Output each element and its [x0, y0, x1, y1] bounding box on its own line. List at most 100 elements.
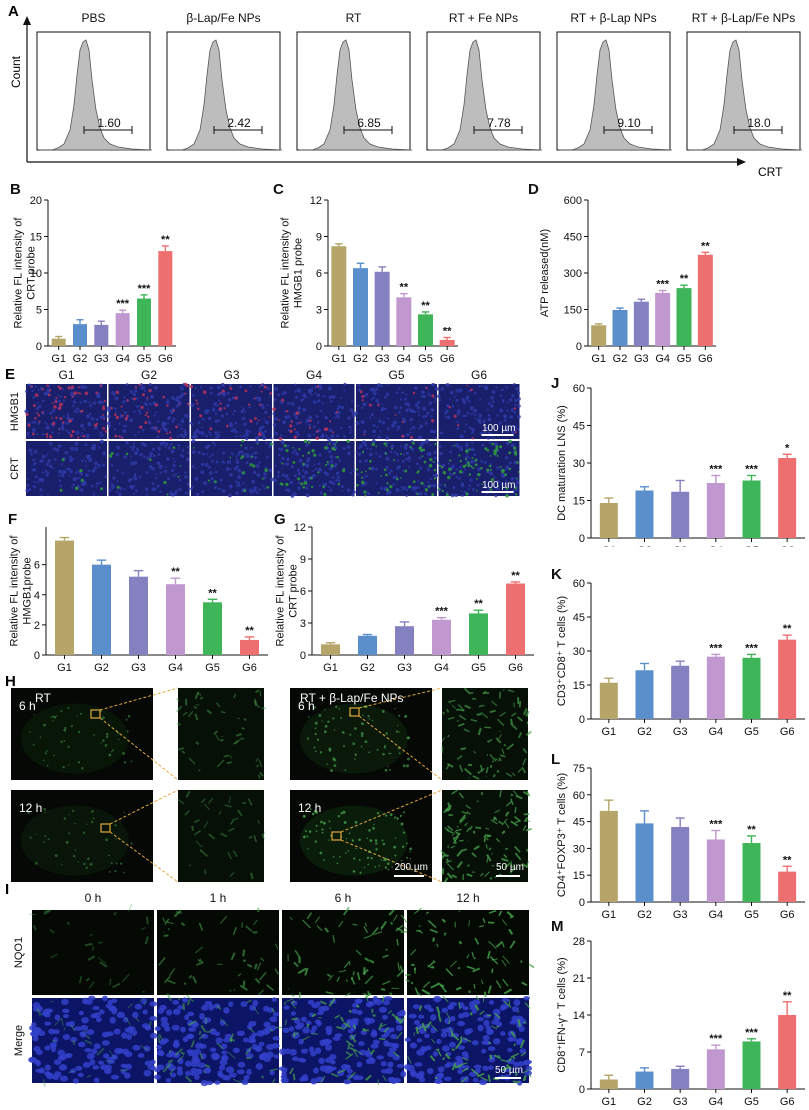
x-tick-label: G1 [601, 909, 616, 921]
x-tick-label: G6 [780, 1096, 795, 1108]
x-tick-label: G6 [508, 662, 523, 673]
y-tick-label: 12 [310, 195, 322, 207]
panel-h-right-title: RT + β-Lap/Fe NPs [300, 691, 404, 705]
significance-label: *** [656, 279, 670, 291]
x-tick-label: G1 [601, 1096, 616, 1108]
significance-label: ** [421, 300, 430, 312]
bar-g6 [240, 639, 259, 655]
bar-g6 [697, 254, 713, 346]
y-axis-label: Relative FL intensity of [13, 217, 25, 329]
y-tick-label: 9 [300, 554, 306, 566]
bar-g5 [676, 288, 692, 346]
x-tick-label: G2 [637, 1096, 652, 1108]
x-tick-label: G1 [323, 662, 338, 673]
zoom-connector [358, 687, 443, 709]
y-tick-label: 28 [573, 936, 585, 948]
x-tick-label: G5 [744, 909, 759, 921]
significance-label: ** [208, 587, 217, 599]
bar-g2 [92, 564, 111, 655]
x-tick-label: G3 [375, 353, 390, 365]
y-tick-label: 45 [573, 817, 585, 829]
x-tick-label: G2 [637, 726, 652, 738]
x-tick-label: G1 [331, 353, 346, 365]
panel-h-tissue-images: H 6 h 6 h 12 h 12 h RT RT + β-Lap/Fe NPs 200 µ… [5, 673, 532, 882]
count-axis-label: Count [9, 55, 23, 88]
x-tick-label: G1 [57, 662, 72, 673]
significance-label: ** [783, 854, 792, 866]
panel-e-column-label: G6 [471, 368, 487, 382]
bar-g6 [506, 583, 525, 655]
bar-g6 [778, 458, 797, 538]
histogram-gate-value: 7.78 [487, 116, 511, 130]
bar-g6 [439, 339, 455, 346]
panel-i-column-label: 0 h [85, 891, 102, 905]
bar-g4 [706, 483, 725, 538]
significance-label: ** [161, 234, 170, 246]
y-tick-label: 60 [573, 790, 585, 802]
bar-g4 [706, 1049, 725, 1089]
y-axis-label: CD4⁺FOXP3⁺ T cells (%) [556, 773, 568, 897]
x-tick-label: G5 [471, 662, 486, 673]
significance-label: *** [745, 464, 759, 476]
bar-g5 [742, 657, 761, 719]
bar-g3 [129, 576, 148, 655]
y-axis-label: Relative FL intensity of [280, 217, 292, 329]
bar-g5 [742, 480, 761, 538]
panel-e-tile [106, 382, 190, 440]
x-tick-label: G4 [168, 662, 183, 673]
panel-i-nqo1-tile [157, 907, 280, 996]
y-tick-label: 2 [34, 620, 40, 632]
histogram-gate-value: 18.0 [747, 116, 771, 130]
y-axis-label: CD8⁺IFN-γ⁺ T cells (%) [556, 957, 568, 1072]
y-tick-label: 450 [564, 232, 582, 244]
panel-i-column-label: 12 h [456, 891, 479, 905]
bar-g6 [778, 1015, 797, 1089]
panel-e-row-label: CRT [9, 457, 21, 480]
x-tick-label: G6 [780, 726, 795, 738]
y-tick-label: 6 [316, 268, 322, 280]
histogram-gate-value: 2.42 [227, 116, 251, 130]
bar-g2 [73, 324, 87, 346]
x-tick-label: G6 [780, 909, 795, 921]
y-tick-label: 60 [573, 383, 585, 395]
y-tick-label: 0 [576, 341, 582, 353]
panel-i-nqo1-tile [28, 903, 154, 995]
x-tick-label: G2 [94, 662, 109, 673]
panel-e-column-label: G2 [141, 368, 157, 382]
x-tick-label: G1 [591, 353, 606, 365]
y-tick-label: 21 [573, 973, 585, 985]
x-tick-label: G2 [360, 662, 375, 673]
panel-i-nqo1-tile [282, 906, 412, 1000]
bar-g2 [635, 823, 654, 902]
histogram-title: RT + Fe NPs [449, 11, 518, 25]
panel-letter-c: C [273, 181, 284, 198]
y-tick-label: 3 [300, 618, 306, 630]
panel-g-chart: G 0 3 6 9 12 Relative FL intensity of CRT probe… [274, 511, 534, 673]
histogram-title: RT + β-Lap/Fe NPs [692, 11, 796, 25]
panel-letter-g: G [274, 511, 286, 528]
y-tick-label: 30 [573, 843, 585, 855]
panel-e-tile [24, 383, 108, 440]
bar-g3 [671, 1068, 690, 1089]
y-axis-label: HMGB1 probe [293, 238, 305, 308]
panel-h-rt-nps-zoom [440, 789, 532, 882]
x-tick-label: G6 [780, 545, 795, 547]
count-axis-arrowhead [23, 16, 31, 25]
x-tick-label: G4 [708, 726, 723, 738]
bar-g2 [612, 309, 628, 346]
bar-g4 [655, 292, 671, 346]
bar-g1 [51, 338, 66, 346]
panel-i-row-label: Merge [13, 1025, 25, 1056]
bar-g5 [469, 613, 488, 655]
bar-g1 [599, 1079, 618, 1089]
zoom-connector [99, 717, 179, 781]
x-tick-label: G1 [601, 545, 616, 547]
x-tick-label: G4 [396, 353, 411, 365]
bar-g1 [331, 246, 347, 346]
significance-label: *** [709, 1033, 723, 1045]
bar-g3 [374, 271, 390, 346]
y-tick-label: 60 [573, 578, 585, 590]
panel-a-flow-histograms: A Count CRT PBS 1.60 β-Lap/Fe NPs 2.42 RT 6.8… [8, 3, 803, 178]
x-tick-label: G4 [708, 909, 723, 921]
